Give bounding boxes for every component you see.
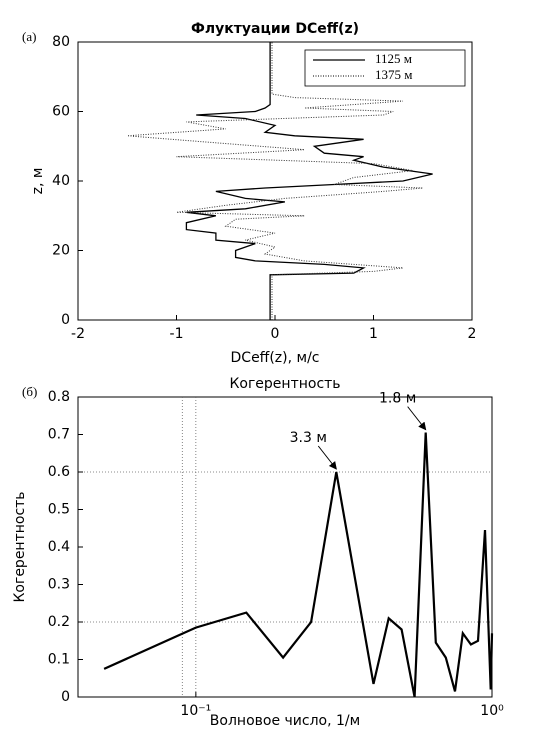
panel-label: (а)	[22, 29, 36, 44]
panel-label: (б)	[22, 384, 37, 399]
x-tick-label: 10⁰	[480, 703, 504, 719]
x-tick-label: 10⁻¹	[180, 703, 211, 719]
y-tick-label: 0.2	[48, 614, 70, 630]
y-tick-label: 0	[61, 312, 70, 328]
y-tick-label: 20	[52, 243, 70, 259]
annotation-arrow	[317, 445, 337, 470]
y-tick-label: 40	[52, 173, 70, 189]
annotation: 3.3 м	[290, 430, 327, 446]
x-tick-label: -2	[71, 326, 85, 342]
y-tick-label: 0.8	[48, 389, 70, 405]
coherence-line	[103, 432, 494, 698]
plot-area	[77, 41, 473, 321]
x-tick-label: 1	[369, 326, 378, 342]
x-tick-label: 2	[468, 326, 477, 342]
profile-line	[185, 42, 433, 320]
x-axis-label: Волновое число, 1/м	[210, 713, 360, 729]
y-tick-label: 80	[52, 34, 70, 50]
legend-label: 1125 м	[375, 51, 412, 66]
y-axis-label: z, м	[30, 168, 46, 195]
y-tick-label: 0	[61, 689, 70, 705]
annotation-arrow	[407, 406, 427, 431]
y-tick-label: 0.3	[48, 577, 70, 593]
y-tick-label: 0.5	[48, 502, 70, 518]
chart-title: Флуктуации DCeff(z)	[191, 21, 359, 37]
x-axis-label: DCeff(z), м/с	[231, 350, 320, 366]
chart-title: Когерентность	[229, 376, 340, 392]
x-tick-label: -1	[170, 326, 184, 342]
legend	[304, 49, 466, 87]
legend-label: 1375 м	[375, 67, 412, 82]
y-tick-label: 0.1	[48, 652, 70, 668]
y-tick-label: 0.4	[48, 539, 70, 555]
y-tick-label: 0.6	[48, 464, 70, 480]
y-tick-label: 0.7	[48, 427, 70, 443]
annotation: 1.8 м	[379, 391, 416, 407]
y-tick-label: 60	[52, 104, 70, 120]
y-axis-label: Когерентность	[12, 491, 28, 602]
x-tick-label: 0	[271, 326, 280, 342]
